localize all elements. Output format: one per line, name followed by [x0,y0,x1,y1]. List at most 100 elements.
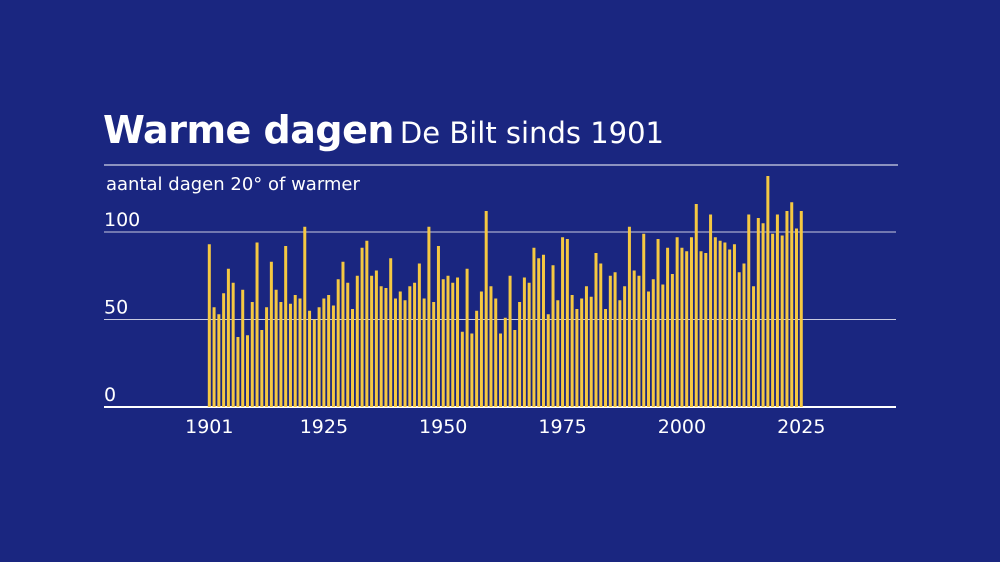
bar-1985 [608,275,612,407]
bar-1944 [413,282,417,407]
bar-1996 [661,284,665,407]
bar-1941 [398,291,402,407]
bar-1971 [541,254,545,407]
bar-1960 [489,286,493,407]
bar-2025 [799,211,803,407]
x-tick-label-1975: 1975 [538,416,586,438]
bar-1946 [422,298,426,407]
bar-1939 [389,258,393,407]
bar-1938 [384,288,388,407]
y-tick-label-50: 50 [104,297,128,319]
x-tick-label-1901: 1901 [185,416,233,438]
bar-1976 [565,239,569,407]
bar-2009 [723,242,727,407]
x-tick-label-2000: 2000 [658,416,706,438]
bar-2002 [689,237,693,407]
bar-1955 [465,268,469,407]
bar-1922 [308,310,312,407]
bar-2014 [747,214,751,407]
bar-1963 [503,317,507,407]
bar-1949 [436,246,440,407]
x-tick-label-2025: 2025 [777,416,825,438]
bar-1931 [351,309,355,407]
bar-1919 [293,295,297,407]
bar-1917 [284,246,288,407]
bar-1908 [241,289,245,407]
bar-2005 [704,253,708,407]
bar-1962 [499,333,503,407]
bar-1959 [484,211,488,407]
bar-1948 [432,302,436,407]
bar-2017 [761,223,765,407]
bar-1923 [312,319,316,407]
bar-1912 [260,330,264,407]
bar-2007 [713,237,717,407]
bar-1951 [446,275,450,407]
bar-1953 [456,277,460,407]
bar-1942 [403,300,407,407]
bar-2022 [785,211,789,407]
bar-1966 [518,302,522,407]
bar-1916 [279,302,283,407]
bar-1989 [627,226,631,407]
x-tick-label-1925: 1925 [300,416,348,438]
bar-1925 [322,298,326,407]
bar-2015 [752,286,756,407]
bar-2024 [795,228,799,407]
bar-1907 [236,337,240,407]
title-main: Warme dagen [103,108,394,152]
bar-2003 [694,204,698,407]
bar-1987 [618,300,622,407]
bar-1918 [288,303,292,407]
bar-1974 [556,300,560,407]
y-tick-label-100: 100 [104,209,140,231]
bar-1958 [479,291,483,407]
bar-1906 [231,282,235,407]
bar-1947 [427,226,431,407]
bar-1909 [245,335,249,407]
bar-2004 [699,251,703,407]
bar-1902 [212,307,216,407]
bar-1937 [379,286,383,407]
bar-1940 [393,298,397,407]
bar-2016 [756,218,760,407]
bar-1914 [269,261,273,407]
bar-2012 [737,272,741,407]
bar-1943 [408,286,412,407]
chart-title: Warme dagen De Bilt sinds 1901 [103,108,664,152]
bar-1969 [532,247,536,407]
x-tick-label-1950: 1950 [419,416,467,438]
bar-1911 [255,242,259,407]
bar-1986 [613,272,617,407]
bar-1920 [298,298,302,407]
bar-1904 [222,293,226,407]
bar-1981 [589,296,593,407]
bar-1994 [651,279,655,407]
bar-1972 [546,314,550,407]
bar-1903 [217,314,221,407]
bar-1954 [460,331,464,407]
bar-1930 [346,282,350,407]
bar-2020 [775,214,779,407]
bar-1970 [537,258,541,407]
bar-1913 [265,307,269,407]
bar-1997 [666,247,670,407]
bar-1945 [417,263,421,407]
bar-2018 [766,176,770,407]
bar-1977 [570,295,574,407]
bar-1956 [470,333,474,407]
bar-1964 [508,275,512,407]
y-axis-label: aantal dagen 20° of warmer [106,174,361,195]
bar-2013 [742,263,746,407]
bar-2001 [685,251,689,407]
bar-1935 [370,275,374,407]
bar-1965 [513,330,517,407]
bar-1999 [675,237,679,407]
bar-1957 [475,310,479,407]
bar-1979 [580,298,584,407]
bar-2011 [732,244,736,407]
bar-1980 [584,286,588,407]
bar-1978 [575,309,579,407]
bar-1915 [274,289,278,407]
bar-1992 [642,233,646,407]
